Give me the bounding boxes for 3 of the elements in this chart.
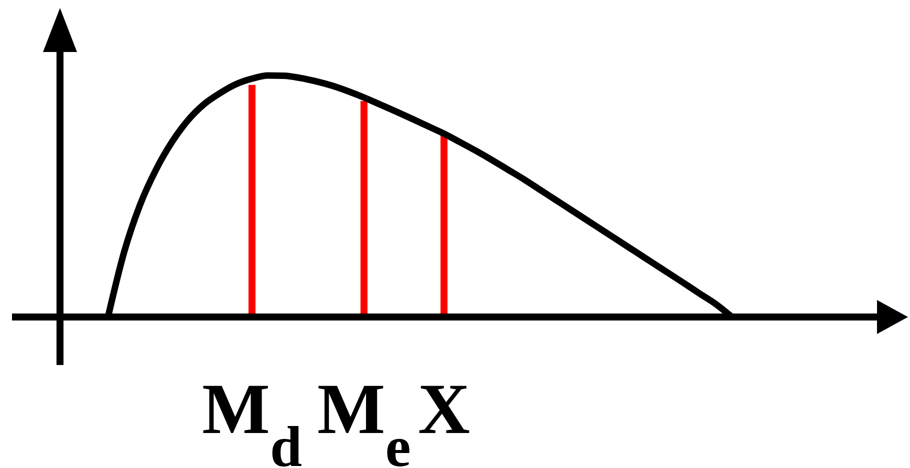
- x-tick-label: X: [418, 369, 470, 449]
- x-tick-label: M$_{e}$: [317, 369, 411, 468]
- x-tick-label: M$_{d}$: [202, 369, 302, 468]
